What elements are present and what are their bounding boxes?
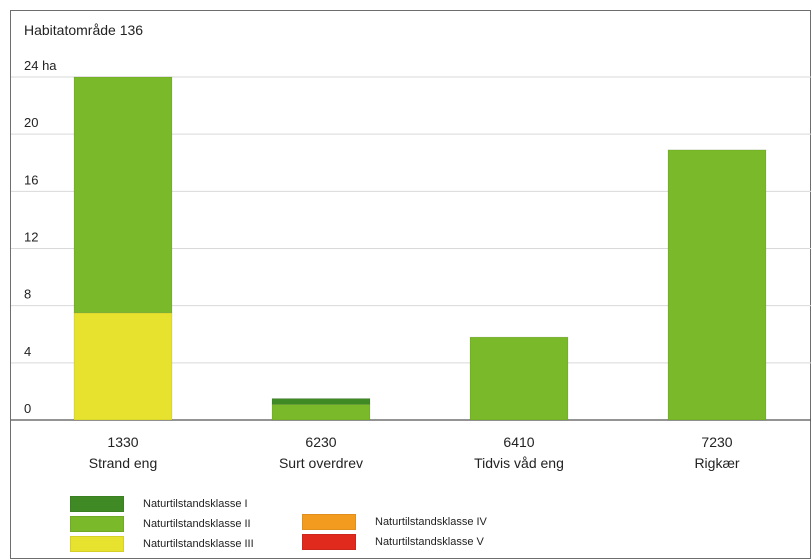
x-tick-code: 7230	[701, 434, 732, 450]
y-tick-label: 8	[24, 287, 31, 302]
x-tick-code: 1330	[107, 434, 138, 450]
y-tick-label: 16	[24, 172, 38, 187]
x-tick-name: Surt overdrev	[279, 455, 363, 471]
y-tick-label: 0	[24, 401, 31, 416]
x-label-layer: 1330 Strand eng 6230 Surt overdrev 6410 Tidvi…	[89, 434, 740, 471]
chart-title: Habitatområde 136	[24, 22, 144, 38]
bar-layer	[73, 76, 767, 421]
y-tick-label: 4	[24, 344, 31, 359]
x-tick-code: 6410	[503, 434, 534, 450]
bar-segment	[73, 312, 173, 421]
y-tick-label: 24 ha	[24, 58, 57, 73]
x-tick-name: Rigkær	[694, 455, 739, 471]
bar-segment	[73, 76, 173, 314]
x-tick-code: 6230	[305, 434, 336, 450]
x-tick-name: Tidvis våd eng	[474, 455, 564, 471]
y-tick-label: 20	[24, 115, 38, 130]
bar-segment	[271, 403, 371, 421]
x-tick-name: Strand eng	[89, 455, 158, 471]
bar-segment	[667, 149, 767, 421]
bar-segment	[469, 336, 569, 421]
y-tick-layer: 0 4 8 12 16 20 24 ha	[24, 58, 57, 416]
bar-segment	[271, 398, 371, 405]
y-tick-label: 12	[24, 230, 38, 245]
